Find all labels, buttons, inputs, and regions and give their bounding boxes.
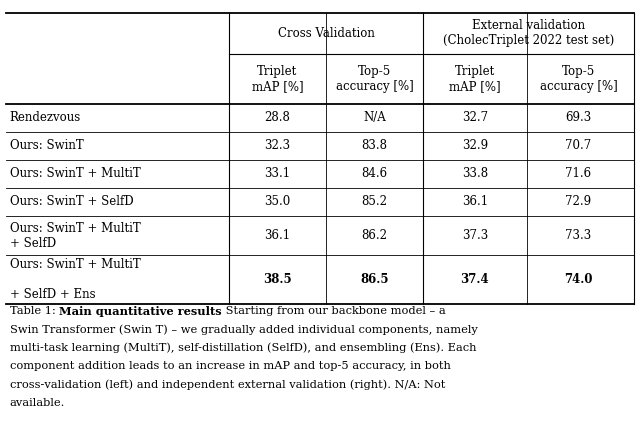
Text: 85.2: 85.2 <box>362 195 388 208</box>
Text: Ours: SwinT + MultiT
+ SelfD: Ours: SwinT + MultiT + SelfD <box>10 222 140 250</box>
Text: 28.8: 28.8 <box>264 111 291 125</box>
Text: External validation
(CholecTriplet 2022 test set): External validation (CholecTriplet 2022 … <box>443 19 614 48</box>
Text: 84.6: 84.6 <box>362 167 388 180</box>
Text: Top-5
accuracy [%]: Top-5 accuracy [%] <box>540 65 618 93</box>
Text: 73.3: 73.3 <box>565 229 591 242</box>
Text: 35.0: 35.0 <box>264 195 291 208</box>
Text: Rendezvous: Rendezvous <box>10 111 81 125</box>
Text: Swin Transformer (Swin T) – we gradually added individual components, namely: Swin Transformer (Swin T) – we gradually… <box>10 324 477 335</box>
Text: 33.8: 33.8 <box>462 167 488 180</box>
Text: Cross Validation: Cross Validation <box>278 27 374 40</box>
Text: 86.5: 86.5 <box>360 273 389 286</box>
Text: N/A: N/A <box>363 111 386 125</box>
Text: 83.8: 83.8 <box>362 140 388 152</box>
Text: cross-validation (left) and independent external validation (right). N/A: Not: cross-validation (left) and independent … <box>10 380 445 390</box>
Text: Ours: SwinT + SelfD: Ours: SwinT + SelfD <box>10 195 133 208</box>
Text: 70.7: 70.7 <box>565 140 591 152</box>
Text: Triplet
mAP [%]: Triplet mAP [%] <box>449 65 500 93</box>
Text: Starting from our backbone model – a: Starting from our backbone model – a <box>221 306 445 316</box>
Text: 38.5: 38.5 <box>263 273 292 286</box>
Text: 33.1: 33.1 <box>264 167 291 180</box>
Text: 74.0: 74.0 <box>564 273 593 286</box>
Text: Table 1:: Table 1: <box>10 306 59 316</box>
Text: 37.3: 37.3 <box>462 229 488 242</box>
Text: 69.3: 69.3 <box>565 111 591 125</box>
Text: 37.4: 37.4 <box>461 273 489 286</box>
Text: available.: available. <box>10 398 65 408</box>
Text: Main quantitative results: Main quantitative results <box>59 306 221 317</box>
Text: multi-task learning (MultiT), self-distillation (SelfD), and ensembling (Ens). E: multi-task learning (MultiT), self-disti… <box>10 343 476 354</box>
Text: Ours: SwinT + MultiT: Ours: SwinT + MultiT <box>10 167 140 180</box>
Text: 36.1: 36.1 <box>264 229 291 242</box>
Text: 86.2: 86.2 <box>362 229 388 242</box>
Text: Ours: SwinT + MultiT

+ SelfD + Ens: Ours: SwinT + MultiT + SelfD + Ens <box>10 258 140 301</box>
Text: Triplet
mAP [%]: Triplet mAP [%] <box>252 65 303 93</box>
Text: component addition leads to an increase in mAP and top-5 accuracy, in both: component addition leads to an increase … <box>10 361 451 371</box>
Text: 72.9: 72.9 <box>565 195 591 208</box>
Text: Ours: SwinT: Ours: SwinT <box>10 140 83 152</box>
Text: 71.6: 71.6 <box>565 167 591 180</box>
Text: 32.9: 32.9 <box>462 140 488 152</box>
Text: Top-5
accuracy [%]: Top-5 accuracy [%] <box>336 65 413 93</box>
Text: 32.7: 32.7 <box>462 111 488 125</box>
Text: 36.1: 36.1 <box>462 195 488 208</box>
Text: 32.3: 32.3 <box>264 140 291 152</box>
